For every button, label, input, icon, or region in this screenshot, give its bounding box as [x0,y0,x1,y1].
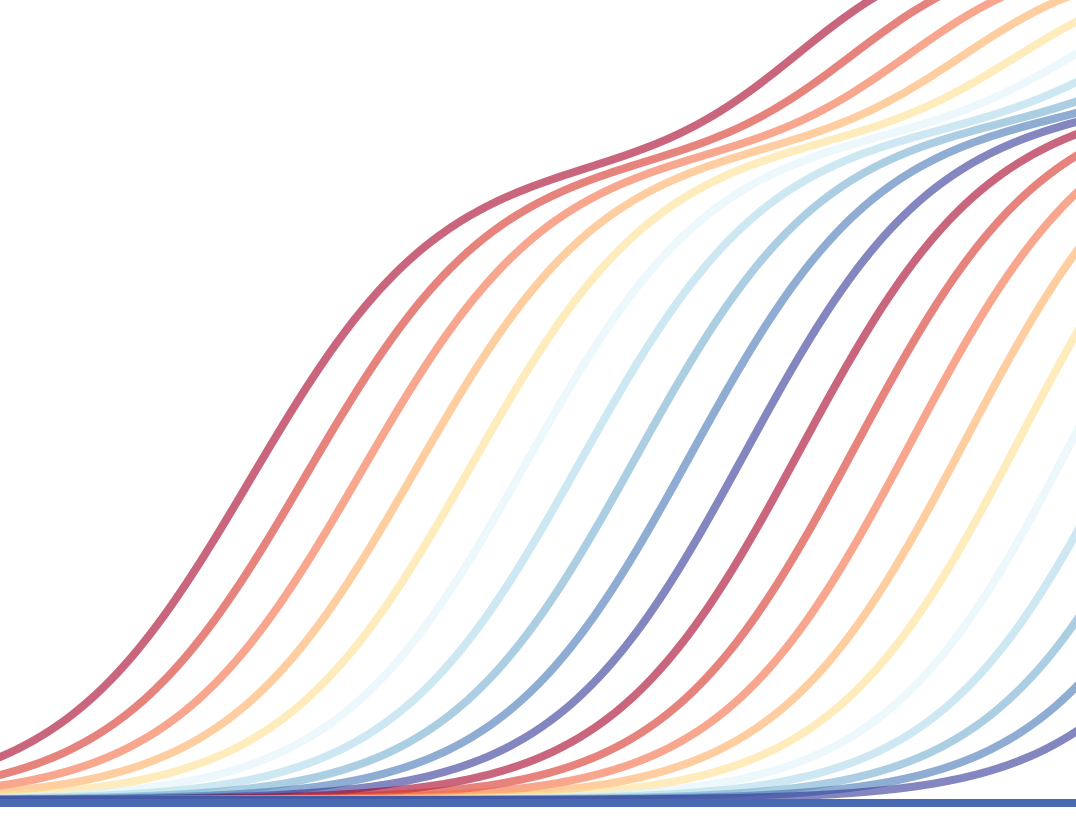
curve-4 [0,0,1071,796]
curve-6 [0,49,1076,802]
curve-9 [0,108,1076,804]
curve-7 [0,77,1076,803]
curve-2 [0,0,941,780]
curve-12 [0,151,1076,804]
curve-8 [0,97,1076,804]
curve-1 [0,0,878,762]
curve-17 [0,525,1076,804]
curve-group [0,0,1076,804]
curve-11 [0,130,1076,804]
curve-5 [0,17,1076,800]
curve-3 [0,0,1005,790]
curve-10 [0,117,1076,804]
curve-13 [0,187,1076,804]
curve-18 [0,614,1076,804]
